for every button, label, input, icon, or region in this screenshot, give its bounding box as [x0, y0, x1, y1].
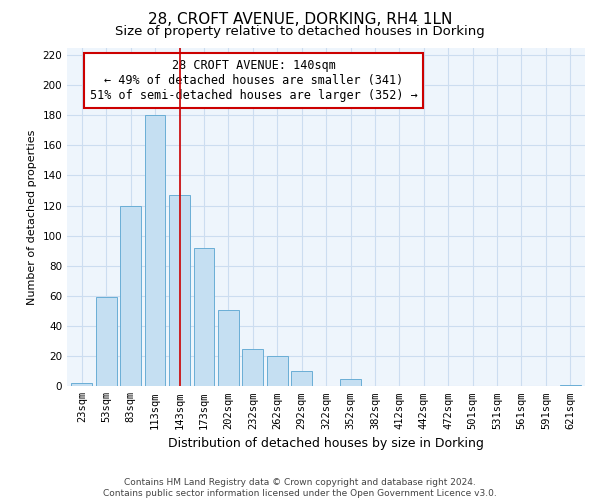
Bar	[96, 298, 116, 386]
Text: 28, CROFT AVENUE, DORKING, RH4 1LN: 28, CROFT AVENUE, DORKING, RH4 1LN	[148, 12, 452, 28]
Bar	[340, 379, 361, 386]
Bar	[218, 310, 239, 386]
Bar	[145, 116, 166, 386]
Bar	[120, 206, 141, 386]
Bar	[242, 348, 263, 387]
Text: 28 CROFT AVENUE: 140sqm
← 49% of detached houses are smaller (341)
51% of semi-d: 28 CROFT AVENUE: 140sqm ← 49% of detache…	[90, 60, 418, 102]
Bar	[267, 356, 287, 386]
Y-axis label: Number of detached properties: Number of detached properties	[27, 129, 37, 304]
Text: Size of property relative to detached houses in Dorking: Size of property relative to detached ho…	[115, 25, 485, 38]
Text: Contains HM Land Registry data © Crown copyright and database right 2024.
Contai: Contains HM Land Registry data © Crown c…	[103, 478, 497, 498]
X-axis label: Distribution of detached houses by size in Dorking: Distribution of detached houses by size …	[168, 437, 484, 450]
Bar	[169, 195, 190, 386]
Bar	[291, 371, 312, 386]
Bar	[71, 384, 92, 386]
Bar	[194, 248, 214, 386]
Bar	[560, 385, 581, 386]
